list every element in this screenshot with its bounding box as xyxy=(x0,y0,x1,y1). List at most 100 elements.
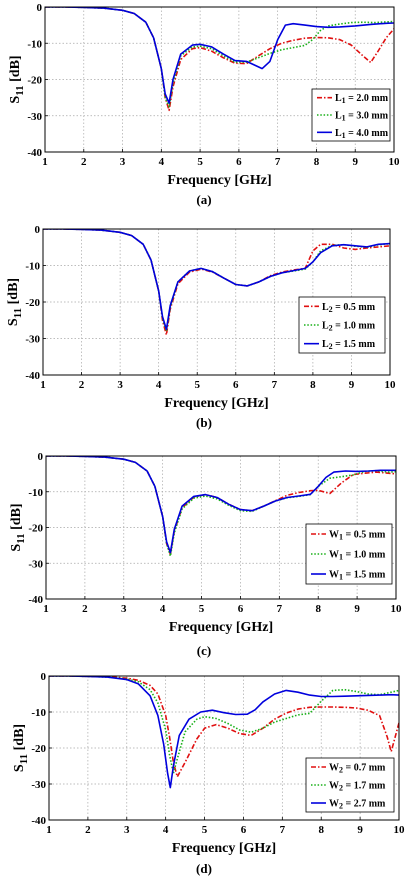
legend-entry: L1 = 4.0 mm xyxy=(335,128,389,140)
x-tick-label: 3 xyxy=(120,156,126,168)
legend-entry: L1 = 3.0 mm xyxy=(335,111,389,123)
legend-entry: W2 = 1.7 mm xyxy=(329,781,386,793)
y-tick-label: -40 xyxy=(27,147,42,159)
x-tick-label: 7 xyxy=(275,156,281,168)
x-tick-label: 10 xyxy=(391,603,403,615)
x-tick-label: 6 xyxy=(241,824,247,836)
y-tick-label: 0 xyxy=(35,224,41,236)
x-tick-label: 9 xyxy=(354,603,360,615)
panel-label: (b) xyxy=(196,415,212,430)
x-tick-label: 9 xyxy=(349,379,355,391)
x-tick-label: 4 xyxy=(160,603,166,615)
legend: L1 = 2.0 mm L1 = 3.0 mm L1 = 4.0 mm xyxy=(311,88,391,142)
x-tick-label: 5 xyxy=(194,379,200,391)
x-tick-label: 3 xyxy=(121,603,127,615)
x-tick-label: 8 xyxy=(318,824,324,836)
legend-entry: W1 = 1.5 mm xyxy=(329,570,386,582)
x-tick-label: 3 xyxy=(117,379,123,391)
x-tick-label: 7 xyxy=(277,603,283,615)
y-tick-label: 0 xyxy=(38,451,44,463)
chart-panel: 1 2 3 4 5 6 7 8 9 10 0 -10 -20 -30 -40 Frequency [GHz] S… xyxy=(12,671,405,876)
y-tick-label: -10 xyxy=(25,261,40,273)
legend-entry: W2 = 2.7 mm xyxy=(329,799,386,811)
x-axis-title: Frequency [GHz] xyxy=(172,841,276,856)
y-tick-label: -40 xyxy=(25,370,40,382)
x-tick-label: 10 xyxy=(389,156,401,168)
legend: W2 = 0.7 mm W2 = 1.7 mm W2 = 2.7 mm xyxy=(305,757,395,813)
x-tick-label: 4 xyxy=(159,156,165,168)
legend-entry: L2 = 1.0 mm xyxy=(322,321,376,333)
x-tick-label: 4 xyxy=(163,824,169,836)
x-axis-title: Frequency [GHz] xyxy=(169,620,273,635)
series-line xyxy=(49,676,399,775)
x-tick-label: 9 xyxy=(357,824,363,836)
x-tick-label: 2 xyxy=(85,824,91,836)
x-tick-label: 4 xyxy=(156,379,162,391)
x-tick-label: 5 xyxy=(197,156,203,168)
x-tick-label: 6 xyxy=(238,603,244,615)
legend: L2 = 0.5 mm L2 = 1.0 mm L2 = 1.5 mm xyxy=(298,296,386,354)
series-line xyxy=(45,7,394,104)
x-tick-label: 10 xyxy=(385,379,397,391)
series-line xyxy=(45,7,394,108)
x-tick-label: 1 xyxy=(46,824,52,836)
x-tick-label: 10 xyxy=(394,824,406,836)
x-tick-label: 8 xyxy=(314,156,320,168)
panel-label: (d) xyxy=(196,861,212,876)
y-tick-label: -30 xyxy=(25,334,40,346)
x-tick-label: 9 xyxy=(352,156,358,168)
y-tick-label: -40 xyxy=(31,815,46,827)
y-tick-label: -10 xyxy=(27,38,42,50)
x-tick-label: 7 xyxy=(272,379,278,391)
y-tick-label: -20 xyxy=(27,75,42,87)
x-axis-title: Frequency [GHz] xyxy=(164,396,268,411)
y-tick-label: -20 xyxy=(31,743,46,755)
x-tick-label: 8 xyxy=(310,379,316,391)
x-tick-label: 1 xyxy=(42,156,48,168)
x-tick-label: 3 xyxy=(124,824,130,836)
chart-panel: 1 2 3 4 5 6 7 8 9 10 0 -10 -20 -30 -40 Frequency [GHz] S… xyxy=(6,224,396,430)
x-tick-label: 7 xyxy=(280,824,286,836)
y-tick-label: -30 xyxy=(31,779,46,791)
panel-label: (c) xyxy=(197,643,211,658)
y-tick-label: 0 xyxy=(41,671,47,683)
y-axis-title: S11 [dB] xyxy=(8,55,26,103)
legend-entry: W2 = 0.7 mm xyxy=(329,763,386,775)
chart-panel: 1 2 3 4 5 6 7 8 9 10 0 -10 -20 -30 -40 Frequency [GHz] S… xyxy=(8,2,400,207)
y-tick-label: -20 xyxy=(28,523,43,535)
x-tick-label: 2 xyxy=(79,379,85,391)
x-axis-title: Frequency [GHz] xyxy=(167,173,271,188)
x-tick-label: 1 xyxy=(43,603,49,615)
y-tick-label: -20 xyxy=(25,297,40,309)
y-tick-label: -30 xyxy=(27,111,42,123)
x-tick-label: 2 xyxy=(81,156,87,168)
x-tick-label: 1 xyxy=(40,379,46,391)
y-axis-title: S11 [dB] xyxy=(6,278,24,326)
series-line xyxy=(49,676,399,789)
y-tick-label: -10 xyxy=(28,487,43,499)
series-line xyxy=(46,456,396,554)
x-tick-label: 8 xyxy=(315,603,321,615)
y-tick-label: 0 xyxy=(37,2,43,14)
legend-entry: L1 = 2.0 mm xyxy=(335,93,389,105)
y-axis-title: S11 [dB] xyxy=(12,724,30,772)
legend-entry: W1 = 0.5 mm xyxy=(329,530,386,542)
x-tick-label: 2 xyxy=(82,603,88,615)
series-line xyxy=(46,456,396,557)
legend-entry: L2 = 1.5 mm xyxy=(322,339,376,351)
chart-panel: 1 2 3 4 5 6 7 8 9 10 0 -10 -20 -30 -40 Frequency [GHz] S… xyxy=(9,451,402,658)
y-tick-label: -40 xyxy=(28,594,43,606)
panel-label: (a) xyxy=(196,192,211,207)
x-tick-label: 5 xyxy=(199,603,205,615)
y-tick-label: -30 xyxy=(28,558,43,570)
x-tick-label: 6 xyxy=(236,156,242,168)
x-tick-label: 5 xyxy=(202,824,208,836)
y-tick-label: -10 xyxy=(31,707,46,719)
legend: W1 = 0.5 mm W1 = 1.0 mm W1 = 1.5 mm xyxy=(305,523,393,585)
series-line xyxy=(49,676,399,778)
series-line xyxy=(43,229,390,331)
legend-entry: L2 = 0.5 mm xyxy=(322,302,376,314)
x-tick-label: 6 xyxy=(233,379,239,391)
legend-entry: W1 = 1.0 mm xyxy=(329,550,386,562)
